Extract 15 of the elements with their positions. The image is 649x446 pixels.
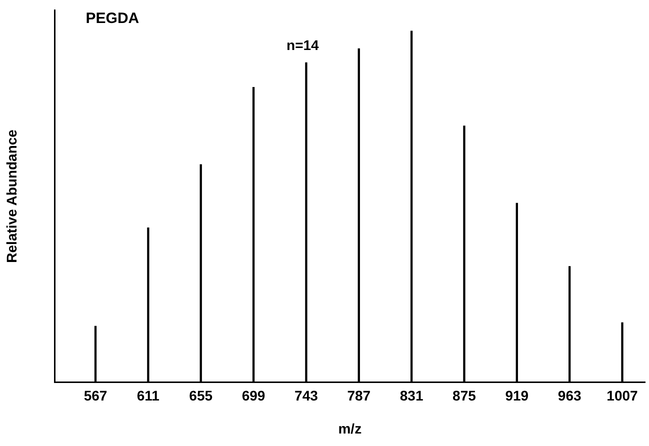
x-tick-label: 611 — [136, 388, 160, 404]
x-axis-title: m/z — [338, 420, 362, 436]
chart-title: PEGDA — [86, 10, 140, 28]
x-tick-label: 567 — [84, 388, 108, 404]
annotation: n=14 — [286, 36, 320, 53]
x-tick-label: 1007 — [606, 388, 638, 404]
x-tick-label: 831 — [400, 388, 424, 404]
x-tick-label: 699 — [242, 388, 266, 404]
y-axis-title: Relative Abundance — [3, 129, 20, 263]
x-tick-label: 787 — [347, 388, 371, 404]
x-tick-label: 655 — [189, 388, 213, 404]
x-tick-label: 919 — [505, 388, 529, 404]
x-tick-label: 875 — [452, 388, 476, 404]
x-tick-label: 743 — [294, 388, 318, 404]
x-tick-label: 963 — [558, 388, 582, 404]
